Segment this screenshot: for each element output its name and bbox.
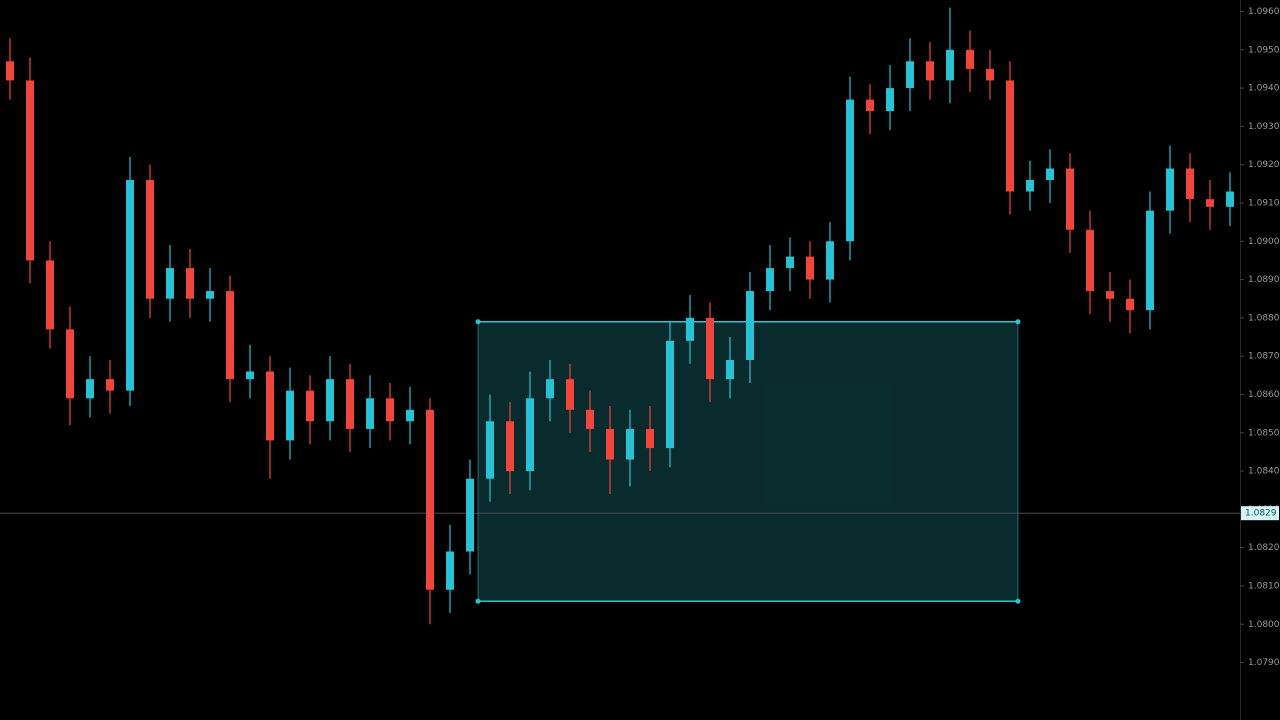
zone-handle	[1015, 319, 1021, 325]
candle-body	[306, 390, 314, 422]
zone-handle	[475, 319, 481, 325]
y-tick-label: 1.0880	[1248, 313, 1280, 323]
candle-body	[726, 360, 734, 380]
candle-body	[926, 61, 934, 81]
candle-body	[406, 409, 414, 422]
candle-body	[226, 291, 234, 380]
candle-body	[506, 421, 514, 472]
y-tick-label: 1.0840	[1248, 467, 1280, 477]
candle-body	[606, 428, 614, 460]
candle-body	[1046, 168, 1054, 180]
candle-body	[426, 409, 434, 590]
y-tick-label: 1.0820	[1248, 543, 1280, 553]
candle-body	[366, 398, 374, 429]
candle-body	[806, 256, 814, 280]
candle-body	[186, 268, 194, 299]
candle-body	[106, 379, 114, 391]
y-tick-label: 1.0920	[1248, 160, 1280, 170]
candle-body	[46, 260, 54, 330]
candle-body	[126, 180, 134, 391]
candle-body	[706, 317, 714, 380]
candle-body	[1226, 191, 1234, 207]
last-price-badge	[1241, 506, 1279, 521]
candle-body	[966, 49, 974, 69]
candle-body	[886, 88, 894, 112]
y-tick-label: 1.0950	[1248, 45, 1280, 55]
candle-body	[946, 49, 954, 81]
candle-body	[286, 390, 294, 441]
y-tick-label: 1.0800	[1248, 620, 1280, 630]
candle-body	[1006, 80, 1014, 192]
candle-body	[586, 409, 594, 429]
candle-body	[1146, 210, 1154, 311]
candle-body	[246, 371, 254, 380]
y-tick-label: 1.0940	[1248, 84, 1280, 94]
candle-body	[566, 379, 574, 410]
candle-body	[466, 478, 474, 552]
candle-body	[646, 428, 654, 449]
candle-body	[826, 241, 834, 280]
candle-body	[66, 329, 74, 399]
candle-body	[986, 68, 994, 81]
y-tick-label: 1.0810	[1248, 581, 1280, 591]
y-tick-label: 1.0790	[1248, 658, 1280, 668]
zone	[478, 321, 1018, 602]
candle-body	[1066, 168, 1074, 230]
zone-handle	[475, 598, 481, 604]
candle-body	[1166, 168, 1174, 211]
candle-body	[326, 379, 334, 422]
y-tick-label: 1.0890	[1248, 275, 1280, 285]
y-tick-label: 1.0860	[1248, 390, 1280, 400]
candle-body	[1086, 229, 1094, 292]
y-tick-label: 1.0870	[1248, 352, 1280, 362]
candle-body	[446, 551, 454, 590]
y-tick-label: 1.0930	[1248, 122, 1280, 132]
candle-body	[266, 371, 274, 441]
candle-body	[526, 398, 534, 472]
candle-body	[6, 61, 14, 81]
candle-body	[166, 268, 174, 299]
candle-body	[666, 340, 674, 449]
candle-body	[786, 256, 794, 269]
candle-body	[146, 180, 154, 299]
y-tick-label: 1.0960	[1248, 7, 1280, 17]
candle-body	[686, 317, 694, 341]
candle-body	[346, 379, 354, 429]
candle-body	[206, 291, 214, 299]
candle-body	[86, 379, 94, 399]
candle-body	[766, 268, 774, 292]
candle-body	[26, 80, 34, 261]
candle-body	[1126, 298, 1134, 311]
candle-body	[486, 421, 494, 479]
y-tick-label: 1.0910	[1248, 198, 1280, 208]
candle-body	[386, 398, 394, 422]
candle-body	[866, 99, 874, 112]
y-tick-label: 1.0900	[1248, 237, 1280, 247]
candle-body	[746, 291, 754, 360]
y-tick-label: 1.0850	[1248, 428, 1280, 438]
candle-body	[546, 379, 554, 399]
candle-body	[1026, 180, 1034, 192]
candle-body	[1186, 168, 1194, 200]
candle-body	[906, 61, 914, 89]
candle-body	[1106, 291, 1114, 299]
candle-body	[1206, 199, 1214, 207]
candle-body	[846, 99, 854, 242]
zone-handle	[1015, 598, 1021, 604]
last-price-label: 1.0829	[1245, 509, 1277, 519]
candle-body	[626, 428, 634, 460]
